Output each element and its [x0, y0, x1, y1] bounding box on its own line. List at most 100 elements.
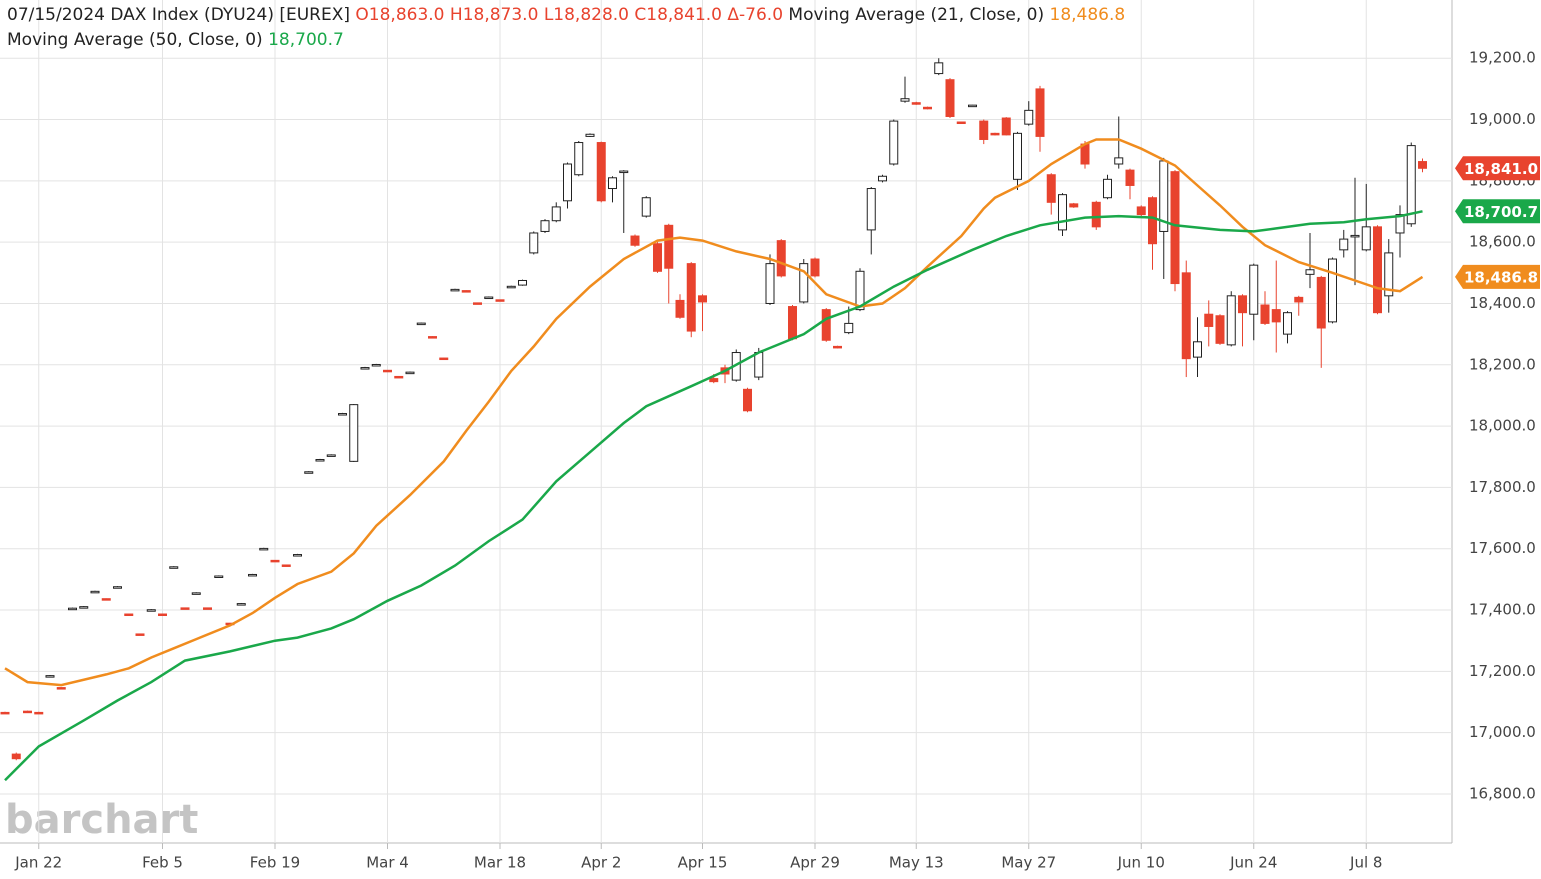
candle-body [1226, 295, 1236, 346]
candle-body [1305, 269, 1315, 275]
candle-body [596, 142, 606, 202]
candle-body [1418, 161, 1427, 169]
candle-body [495, 299, 505, 302]
title: 07/15/2024 DAX Index (DYU24) [EUREX] [7, 5, 350, 25]
candle-body [23, 710, 32, 714]
candle-body [146, 609, 156, 612]
x-tick-label: Jul 8 [1349, 854, 1382, 872]
candle-body [698, 295, 707, 303]
candle-body [1035, 88, 1045, 137]
quote-open: O18,863.0 [355, 5, 445, 25]
candle-body [1350, 234, 1360, 238]
y-tick-label: 16,800.0 [1469, 784, 1536, 802]
candle-body [191, 592, 201, 595]
candle-body [743, 388, 752, 412]
y-tick-label: 17,200.0 [1469, 662, 1536, 680]
x-tick-label: Apr 2 [581, 854, 621, 872]
candle-body [518, 279, 527, 286]
candle-body [1136, 206, 1146, 216]
candle-body [968, 104, 977, 108]
quote-high: H18,873.0 [449, 5, 539, 25]
ma-badge [1455, 264, 1540, 289]
candle-body [585, 133, 595, 137]
candle-body [236, 603, 246, 606]
x-tick-label: Feb 5 [142, 854, 183, 872]
candle-body [686, 263, 696, 332]
candle-body [1148, 197, 1157, 245]
y-tick-label: 17,400.0 [1469, 601, 1536, 619]
candle-body [630, 235, 640, 246]
candle-body [270, 559, 280, 563]
candle-body [1204, 313, 1214, 327]
candle-body [281, 564, 291, 567]
candle-body [1294, 296, 1304, 303]
candle-body [1215, 315, 1225, 344]
candle-body [1249, 264, 1259, 315]
legend-name: Moving Average (21, Close, 0) [788, 5, 1045, 25]
candle-body [180, 607, 190, 610]
candle-body [326, 454, 336, 457]
y-tick-label: 18,200.0 [1469, 355, 1536, 373]
candle-body [214, 575, 224, 578]
candle-body [911, 102, 921, 105]
close-badge-label: 18,841.0 [1464, 160, 1538, 178]
candle-body [1316, 276, 1326, 329]
y-tick-label: 18,400.0 [1469, 294, 1536, 312]
candle-body [844, 322, 854, 334]
candle-body [1373, 226, 1382, 314]
candle-body [1406, 145, 1416, 225]
y-tick-label: 18,000.0 [1469, 417, 1536, 435]
candle-body [113, 586, 122, 589]
candle-body [56, 687, 66, 690]
candle-body [934, 62, 944, 75]
candle-body [349, 404, 359, 462]
ma-badge [1455, 199, 1540, 224]
candle-body [1091, 201, 1101, 228]
candle-body [855, 270, 865, 311]
candle-body [889, 120, 899, 165]
x-tick-label: Mar 4 [366, 854, 409, 872]
candle-body [1103, 178, 1112, 199]
candle-body [1339, 238, 1349, 251]
ma-line [4, 138, 1424, 687]
legend-value: 18,486.8 [1049, 5, 1126, 25]
candle-body [608, 177, 617, 190]
candle-body [799, 263, 809, 303]
candle-body [0, 711, 10, 715]
candle-body [371, 363, 381, 367]
candle-body [259, 547, 269, 551]
candle-body [428, 336, 437, 339]
y-tick-label: 17,800.0 [1469, 478, 1536, 496]
candle-body [68, 607, 77, 611]
candle-body [675, 299, 685, 318]
candle-body [11, 753, 21, 760]
candles [0, 58, 1427, 761]
candle-body [124, 613, 134, 617]
candle-body [1069, 203, 1079, 208]
candle-body [821, 309, 831, 341]
y-tick-label: 19,200.0 [1469, 49, 1536, 67]
candle-body [551, 206, 561, 222]
quote-low: L18,828.0 [543, 5, 629, 25]
candle-body [653, 243, 662, 272]
candle-body [34, 711, 44, 715]
candle-body [754, 352, 764, 378]
candle-body [315, 459, 325, 462]
x-tick-label: Apr 15 [678, 854, 728, 872]
candle-body [709, 378, 719, 383]
candle-body [506, 285, 516, 289]
candle-body [405, 371, 415, 375]
candle-body [945, 79, 955, 117]
candle-body [776, 240, 786, 277]
candle-body [203, 607, 212, 610]
x-tick-label: Feb 19 [250, 854, 300, 872]
y-tick-label: 18,600.0 [1469, 233, 1536, 251]
candle-body [304, 471, 314, 474]
candle-body [765, 263, 775, 304]
x-tick-label: Jun 10 [1117, 854, 1165, 872]
candle-body [1170, 171, 1180, 285]
x-tick-label: May 27 [1001, 854, 1056, 872]
candle-body [101, 598, 111, 601]
